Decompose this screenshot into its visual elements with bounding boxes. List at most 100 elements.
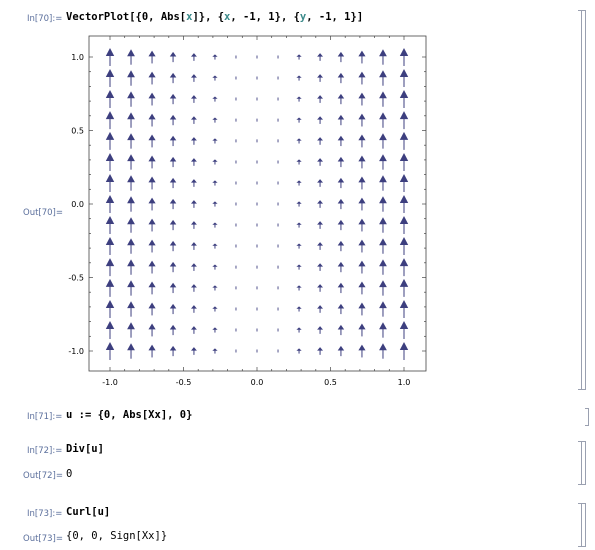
vector-arrow xyxy=(399,48,409,66)
vector-arrow xyxy=(317,242,324,250)
tick-marks xyxy=(89,36,426,371)
x-tick-label: 0.5 xyxy=(324,378,337,387)
in-label-70: In[70]:= xyxy=(27,14,63,24)
vector-arrow xyxy=(379,112,387,128)
vector-arrow xyxy=(296,327,302,333)
in-label-71: In[71]:= xyxy=(27,412,63,422)
vector-arrow xyxy=(105,258,115,277)
cell-bracket-70[interactable] xyxy=(578,10,586,390)
vector-arrow xyxy=(212,138,218,144)
vector-arrow xyxy=(337,93,345,105)
vector-arrow xyxy=(337,282,345,294)
vector-arrow xyxy=(337,261,345,273)
vector-arrow xyxy=(317,158,324,166)
input-71[interactable]: u := {0, Abs[Xx], 0} xyxy=(66,409,193,421)
vector-arrow xyxy=(317,347,324,355)
vector-arrow xyxy=(105,69,115,88)
in-label-73: In[73]:= xyxy=(27,509,63,519)
vector-arrow xyxy=(296,201,302,207)
vector-arrow xyxy=(317,53,324,61)
vector-arrow xyxy=(190,95,197,103)
vector-arrow xyxy=(296,306,302,312)
vector-arrow xyxy=(127,217,135,233)
vector-arrow xyxy=(190,326,197,334)
vector-arrow xyxy=(105,90,115,109)
vector-arrow xyxy=(399,237,409,256)
vector-arrow xyxy=(190,305,197,313)
vector-arrow xyxy=(212,96,218,102)
vector-arrow xyxy=(105,48,115,66)
vector-arrow xyxy=(148,302,156,316)
vector-arrow xyxy=(317,179,324,187)
vector-arrow xyxy=(212,159,218,165)
cell-bracket-71[interactable] xyxy=(585,408,589,426)
vector-arrow xyxy=(148,239,156,253)
x-tick-label: 1.0 xyxy=(398,378,411,387)
vector-arrow xyxy=(337,240,345,252)
vector-arrow xyxy=(296,96,302,102)
vector-arrow xyxy=(127,70,135,86)
out-label-70: Out[70]= xyxy=(23,208,63,218)
vector-arrow xyxy=(337,324,345,336)
cell-bracket-73[interactable] xyxy=(578,503,586,547)
vector-arrow xyxy=(148,260,156,274)
vector-arrow xyxy=(317,221,324,229)
vector-arrow xyxy=(169,219,177,231)
vector-arrow xyxy=(358,239,366,253)
vector-arrow xyxy=(169,114,177,126)
vector-arrow xyxy=(105,342,115,360)
vector-arrow xyxy=(148,218,156,232)
cell-bracket-72[interactable] xyxy=(578,441,586,485)
vector-arrow xyxy=(317,284,324,292)
vector-arrow xyxy=(105,237,115,256)
vector-arrow xyxy=(190,179,197,187)
in-label-72: In[72]:= xyxy=(27,446,63,456)
vector-arrow xyxy=(105,173,115,192)
vector-arrow xyxy=(399,320,409,339)
input-73[interactable]: Curl[u] xyxy=(66,506,111,518)
vector-arrow xyxy=(127,343,135,359)
input-token: , -1, 1}, { xyxy=(230,11,300,23)
vector-arrow xyxy=(127,175,135,191)
vector-arrow xyxy=(105,216,115,235)
vector-arrow xyxy=(169,303,177,315)
vector-arrow xyxy=(169,135,177,147)
vector-arrow xyxy=(379,154,387,170)
vector-arrow xyxy=(190,158,197,166)
vector-arrow xyxy=(296,180,302,186)
vector-arrow xyxy=(148,92,156,106)
vector-arrow xyxy=(399,258,409,277)
vector-arrow xyxy=(169,51,177,63)
input-72[interactable]: Div[u] xyxy=(66,443,104,455)
vector-arrow xyxy=(105,299,115,318)
vector-arrow xyxy=(148,134,156,148)
vector-arrow xyxy=(127,91,135,107)
input-variable: y xyxy=(299,11,307,23)
vector-arrow xyxy=(127,301,135,317)
y-tick-label: -1.0 xyxy=(68,347,84,356)
vector-arrow xyxy=(358,50,366,64)
vector-arrow xyxy=(127,49,135,65)
vector-arrow xyxy=(337,345,345,357)
vector-arrow xyxy=(212,243,218,249)
vector-arrow xyxy=(148,71,156,85)
vector-arrow xyxy=(190,74,197,82)
vector-arrow xyxy=(212,327,218,333)
vector-arrow xyxy=(148,113,156,127)
vector-arrow xyxy=(169,198,177,210)
vector-arrow xyxy=(127,259,135,275)
input-70[interactable]: VectorPlot[{0, Abs[x]}, {x, -1, 1}, {y, … xyxy=(66,11,363,23)
vector-arrow xyxy=(212,285,218,291)
vector-arrow xyxy=(148,197,156,211)
vector-arrow xyxy=(399,173,409,192)
vector-arrow xyxy=(399,216,409,235)
vector-arrow xyxy=(105,111,115,130)
vector-arrow xyxy=(379,238,387,254)
vector-arrow xyxy=(105,131,115,150)
y-tick-label: 0.0 xyxy=(71,200,84,209)
vector-arrow xyxy=(379,259,387,275)
vector-arrow xyxy=(105,320,115,339)
input-token: ]}, { xyxy=(192,11,225,23)
vector-arrow xyxy=(148,50,156,64)
vector-arrow xyxy=(358,71,366,85)
